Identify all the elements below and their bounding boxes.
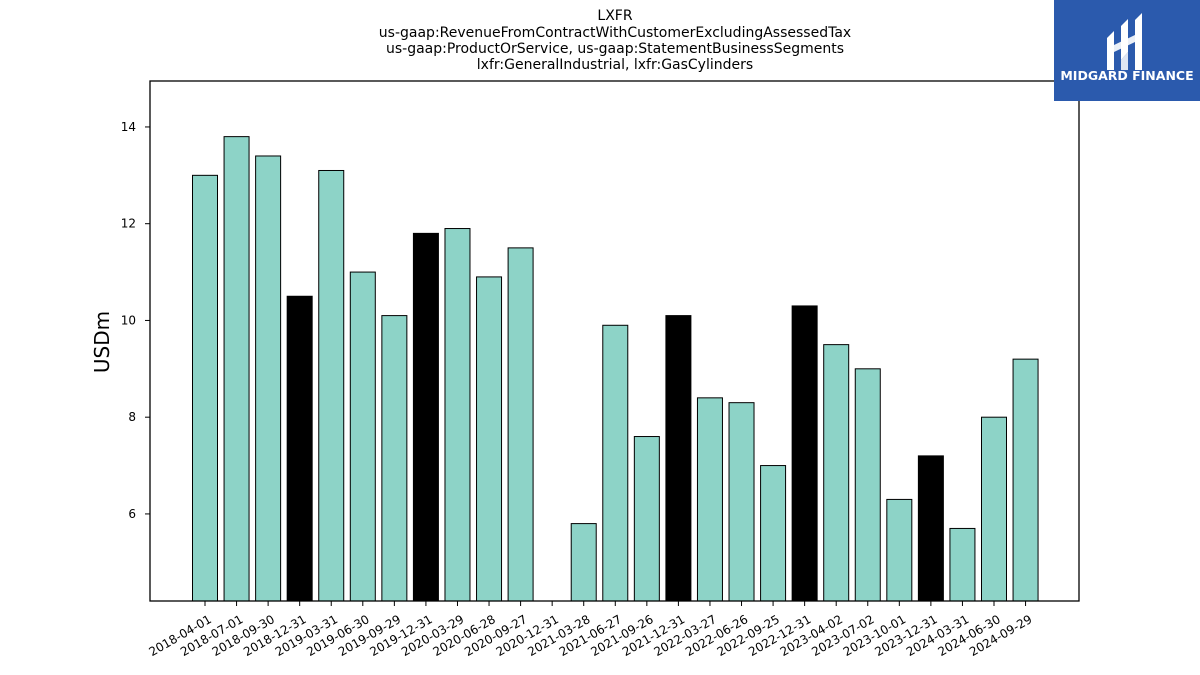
bar-2020-03-29 bbox=[444, 228, 471, 602]
bar-2022-03-27 bbox=[696, 397, 723, 602]
bar-2018-07-01 bbox=[223, 136, 250, 602]
bar-2023-12-31 bbox=[917, 455, 944, 602]
title-line-3: us-gaap:ProductOrService, us-gaap:Statem… bbox=[386, 41, 844, 57]
y-tick-label-8: 8 bbox=[128, 410, 136, 424]
y-tick-label-6: 6 bbox=[128, 507, 136, 521]
bar-2023-07-02 bbox=[854, 368, 881, 602]
bar-2019-12-31 bbox=[412, 232, 439, 602]
y-tick-label-10: 10 bbox=[121, 313, 136, 327]
bar-2019-06-30 bbox=[349, 271, 376, 602]
bar-2022-12-31 bbox=[791, 305, 818, 602]
bar-2021-03-28 bbox=[570, 523, 597, 602]
y-axis-label: USDm bbox=[90, 311, 114, 373]
bar-2018-12-31 bbox=[286, 295, 313, 602]
bar-2023-04-02 bbox=[823, 344, 850, 602]
title-line-2: us-gaap:RevenueFromContractWithCustomerE… bbox=[379, 25, 851, 41]
bar-2024-06-30 bbox=[981, 416, 1007, 602]
x-axis-ticks: 2018-04-012018-07-012018-09-302018-12-31… bbox=[146, 601, 1034, 659]
title-line-4: lxfr:GeneralIndustrial, lxfr:GasCylinder… bbox=[477, 57, 753, 73]
bars-group bbox=[192, 136, 1039, 602]
bar-2019-03-31 bbox=[318, 169, 345, 602]
bar-2023-10-01 bbox=[886, 498, 913, 602]
bar-2022-06-26 bbox=[728, 402, 755, 602]
bar-2018-09-30 bbox=[255, 155, 282, 602]
bar-2021-06-27 bbox=[602, 324, 629, 602]
bar-2019-09-29 bbox=[381, 315, 408, 602]
midgard-finance-logo: MIDGARD FINANCE bbox=[1054, 0, 1200, 101]
plot-frame bbox=[149, 80, 1080, 602]
bar-2018-04-01 bbox=[192, 174, 218, 602]
bar-2024-09-29 bbox=[1012, 358, 1039, 602]
bar-2020-09-27 bbox=[507, 247, 534, 602]
y-tick-label-14: 14 bbox=[121, 120, 136, 134]
bar-2024-03-31 bbox=[949, 527, 976, 602]
chart-title: LXFR us-gaap:RevenueFromContractWithCust… bbox=[379, 8, 851, 73]
bar-2021-09-26 bbox=[633, 436, 660, 602]
title-line-1: LXFR bbox=[597, 8, 632, 24]
y-tick-label-12: 12 bbox=[121, 217, 136, 231]
bar-2021-12-31 bbox=[665, 315, 692, 602]
y-axis-ticks: 6 8 10 12 14 bbox=[121, 120, 150, 521]
logo-text: MIDGARD FINANCE bbox=[1060, 68, 1193, 83]
midgard-logo-icon bbox=[1107, 13, 1142, 70]
bar-2022-09-25 bbox=[760, 465, 787, 602]
bar-2020-06-28 bbox=[476, 276, 503, 602]
